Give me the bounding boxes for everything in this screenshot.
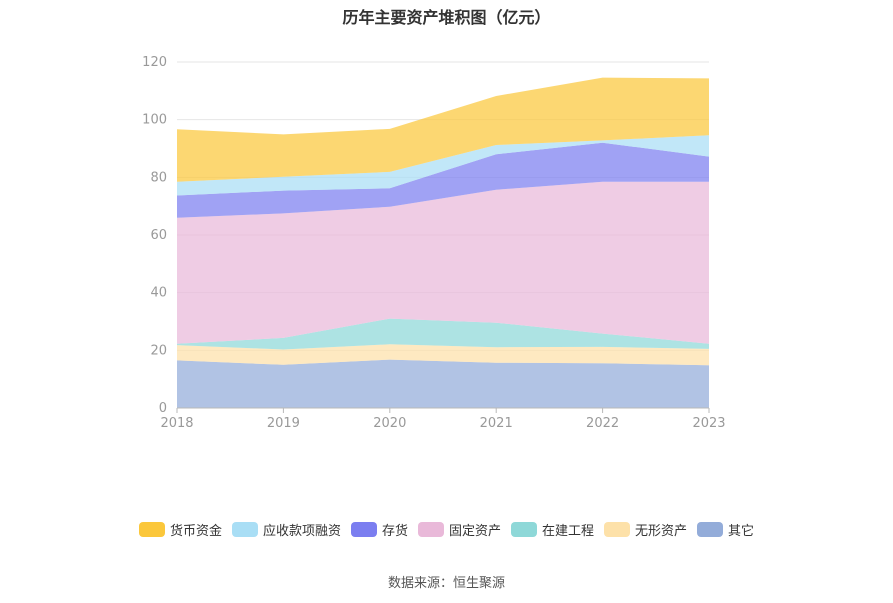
legend-item[interactable]: 应收款项融资 xyxy=(231,520,341,539)
legend-label: 货币资金 xyxy=(169,524,222,539)
x-tick-label: 2022 xyxy=(586,416,619,431)
legend-swatch xyxy=(604,522,631,537)
chart-title: 历年主要资产堆积图（亿元） xyxy=(342,8,551,27)
legend: 货币资金 应收款项融资 存货 固定资产 在建工程 无形资产 其它 xyxy=(0,520,893,539)
axes: 0 20 40 60 80 100 120 2018 2019 2020 2021 2022 2023 xyxy=(142,55,725,431)
area-存货 xyxy=(177,142,709,218)
legend-label: 固定资产 xyxy=(448,524,501,539)
area-在建工程 xyxy=(177,318,709,350)
x-tick-label: 2021 xyxy=(480,416,513,431)
area-货币资金 xyxy=(177,77,709,182)
legend-swatch xyxy=(417,522,444,537)
y-tick-label: 0 xyxy=(159,401,167,416)
x-tick-label: 2020 xyxy=(373,416,406,431)
y-tick-label: 60 xyxy=(150,228,167,243)
y-tick-label: 40 xyxy=(150,286,167,301)
legend-item[interactable]: 在建工程 xyxy=(511,520,594,539)
legend-item[interactable]: 其它 xyxy=(697,520,754,539)
y-tick-label: 80 xyxy=(150,170,167,185)
y-tick-label: 20 xyxy=(150,343,167,358)
legend-label: 应收款项融资 xyxy=(262,524,341,539)
legend-label: 无形资产 xyxy=(635,524,688,539)
area-其它 xyxy=(177,359,709,408)
legend-swatch xyxy=(350,522,377,537)
y-tick-label: 120 xyxy=(142,55,167,70)
legend-label: 在建工程 xyxy=(542,524,595,539)
legend-label: 存货 xyxy=(381,524,408,539)
area-series xyxy=(177,77,709,408)
legend-swatch xyxy=(231,522,258,537)
area-无形资产 xyxy=(177,344,709,366)
y-tick-label: 100 xyxy=(142,113,167,128)
legend-swatch xyxy=(511,522,537,537)
legend-swatch xyxy=(697,522,724,537)
x-tick-label: 2018 xyxy=(160,416,193,431)
legend-swatch xyxy=(138,522,165,537)
x-tick-label: 2019 xyxy=(267,416,300,431)
legend-item[interactable]: 存货 xyxy=(350,520,408,539)
data-source: 数据来源：恒生聚源 xyxy=(387,576,505,591)
legend-item[interactable]: 固定资产 xyxy=(417,520,501,539)
legend-item[interactable]: 无形资产 xyxy=(604,520,687,539)
area-应收款项融资 xyxy=(177,135,709,196)
legend-label: 其它 xyxy=(728,524,755,539)
legend-item[interactable]: 货币资金 xyxy=(138,520,222,539)
area-固定资产 xyxy=(177,181,709,344)
x-tick-label: 2023 xyxy=(692,416,725,431)
